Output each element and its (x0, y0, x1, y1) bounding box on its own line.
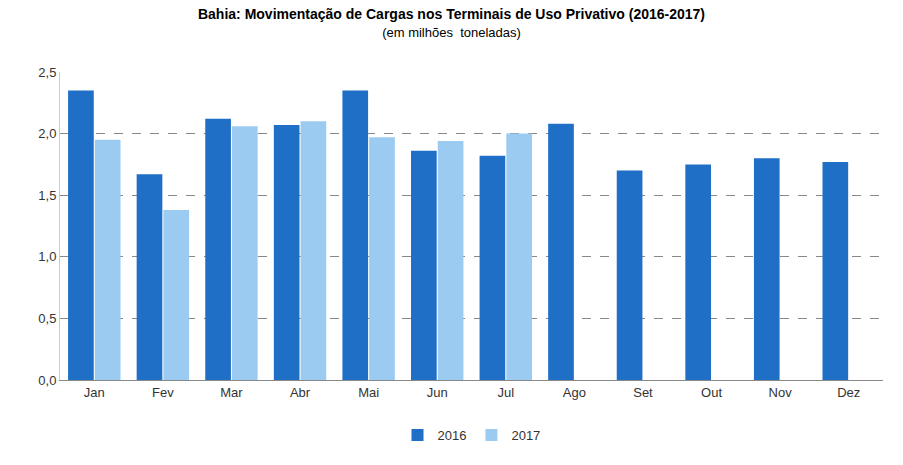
svg-text:2017: 2017 (511, 428, 540, 443)
svg-text:2,5: 2,5 (38, 65, 56, 80)
svg-text:Abr: Abr (290, 385, 311, 400)
svg-text:0,0: 0,0 (38, 373, 56, 388)
svg-text:2,0: 2,0 (38, 126, 56, 141)
svg-text:0,5: 0,5 (38, 311, 56, 326)
svg-text:1,5: 1,5 (38, 188, 56, 203)
svg-text:Nov: Nov (769, 385, 793, 400)
svg-text:Jan: Jan (84, 385, 105, 400)
svg-text:Bahia: Movimentação de Cargas: Bahia: Movimentação de Cargas nos Termin… (198, 6, 705, 40)
svg-text:Jun: Jun (427, 385, 448, 400)
svg-text:Mai: Mai (358, 385, 379, 400)
svg-text:Out: Out (701, 385, 722, 400)
svg-text:1,0: 1,0 (38, 249, 56, 264)
svg-text:Jul: Jul (497, 385, 514, 400)
svg-text:Mar: Mar (220, 385, 243, 400)
svg-text:2016: 2016 (438, 428, 467, 443)
svg-text:Fev: Fev (152, 385, 174, 400)
svg-text:Dez: Dez (837, 385, 860, 400)
svg-text:Ago: Ago (563, 385, 586, 400)
svg-text:Set: Set (633, 385, 653, 400)
